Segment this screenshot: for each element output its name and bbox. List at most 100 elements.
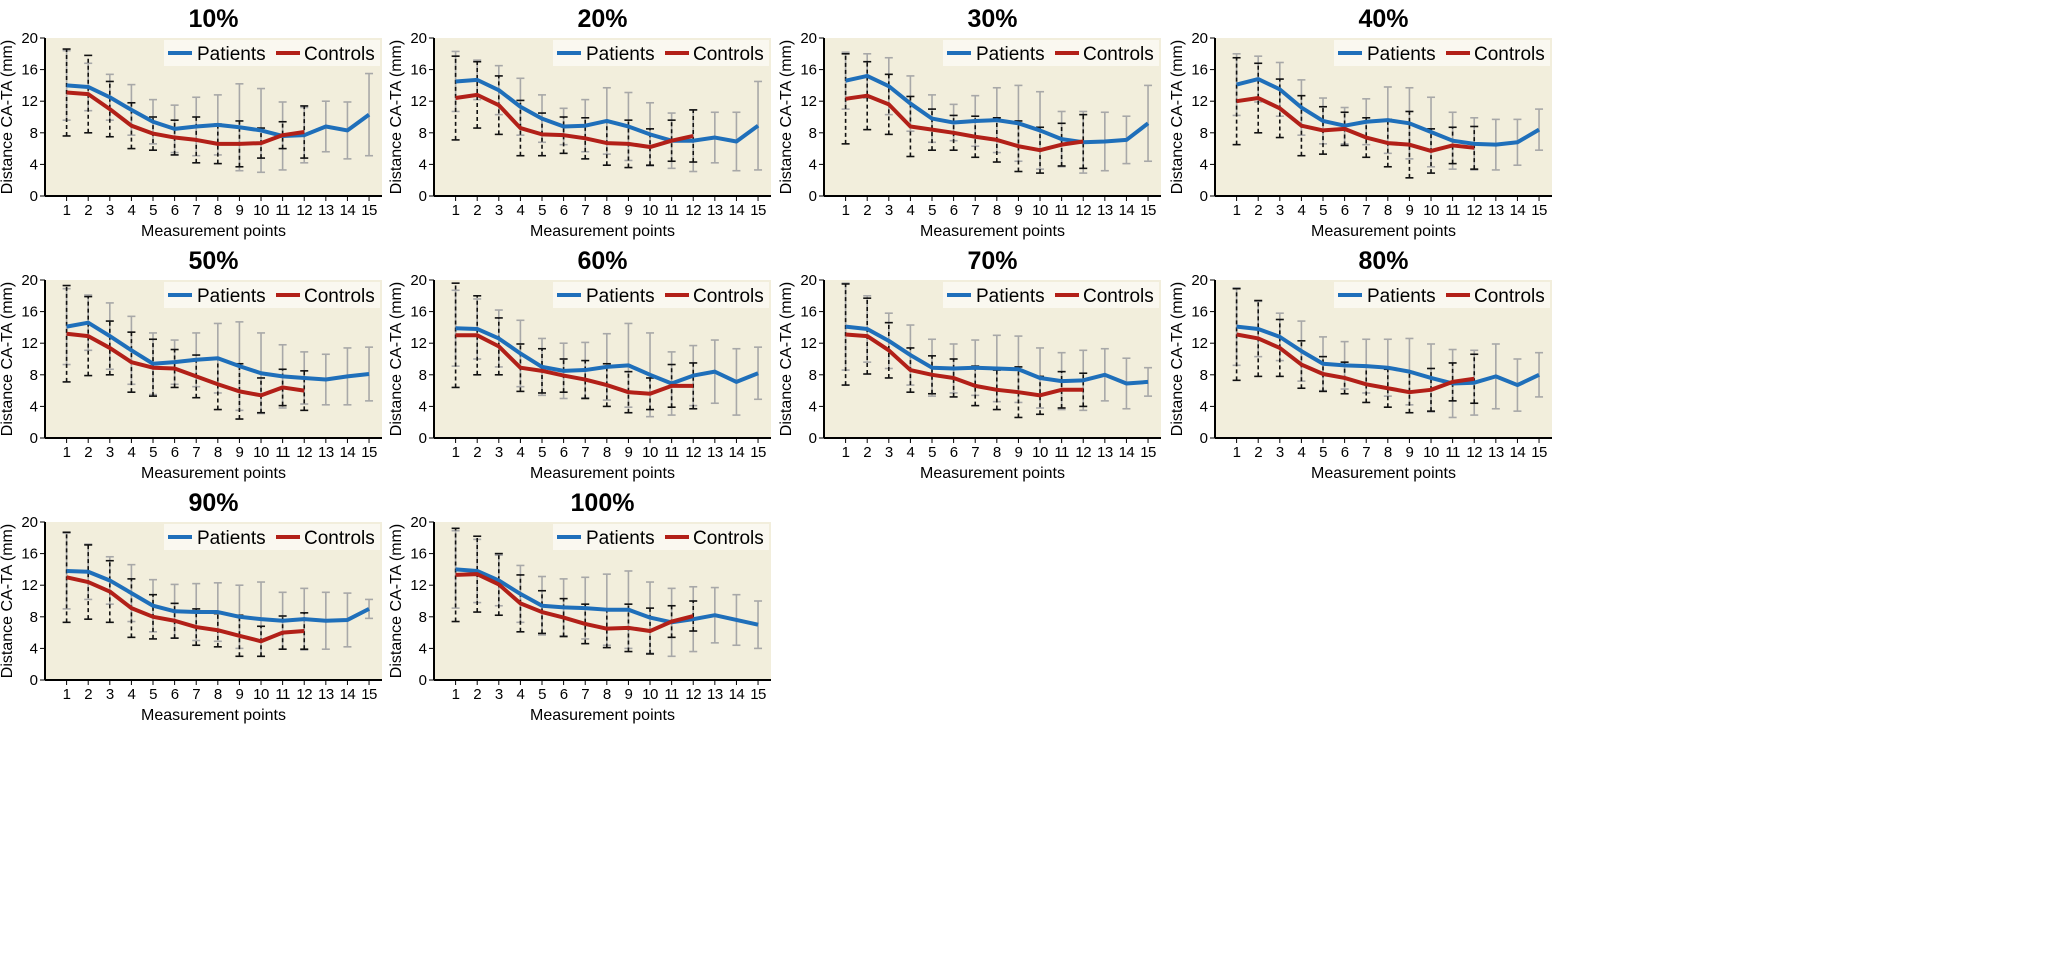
legend-controls-label: Controls — [304, 528, 375, 549]
y-tick-label: 12 — [800, 335, 817, 352]
x-tick-label: 11 — [275, 202, 290, 219]
x-tick-label: 1 — [1233, 444, 1241, 461]
chart-title: 100% — [571, 489, 635, 517]
y-axis-label: Distance CA-TA (mm) — [0, 282, 16, 436]
y-tick-label: 16 — [800, 304, 817, 321]
y-tick-label: 8 — [419, 609, 427, 626]
legend-box — [553, 40, 769, 66]
x-tick-label: 11 — [1054, 202, 1069, 219]
y-tick-label: 0 — [30, 672, 38, 689]
x-tick-label: 15 — [1531, 202, 1547, 219]
chart-title: 50% — [188, 247, 238, 275]
legend-controls-label: Controls — [693, 44, 764, 65]
x-tick-label: 6 — [171, 444, 179, 461]
patients-series-line — [455, 77, 760, 144]
x-tick-label: 3 — [1276, 202, 1284, 219]
chart-title: 60% — [577, 247, 627, 275]
x-tick-label: 5 — [538, 202, 546, 219]
y-tick-label: 4 — [419, 640, 427, 657]
x-tick-label: 5 — [1319, 444, 1327, 461]
y-tick-label: 16 — [410, 304, 427, 321]
legend-controls-label: Controls — [1083, 286, 1154, 307]
x-tick-label: 8 — [993, 444, 1001, 461]
x-tick-label: 4 — [906, 444, 914, 461]
x-tick-label: 13 — [707, 202, 723, 219]
y-tick-label: 0 — [1200, 430, 1208, 447]
x-tick-label: 4 — [906, 202, 914, 219]
x-axis-label: Measurement points — [530, 707, 675, 724]
x-tick-label: 6 — [171, 686, 179, 703]
x-tick-label: 3 — [1276, 444, 1284, 461]
x-tick-label: 1 — [452, 444, 460, 461]
y-axis-label: Distance CA-TA (mm) — [388, 524, 405, 678]
x-tick-label: 3 — [495, 686, 503, 703]
x-tick-label: 8 — [214, 202, 222, 219]
patients-series-line — [455, 567, 759, 627]
y-tick-label: 0 — [419, 430, 427, 447]
x-tick-label: 12 — [296, 686, 312, 703]
y-tick-label: 12 — [21, 335, 38, 352]
x-tick-label: 14 — [340, 202, 356, 219]
legend-patients-label: Patients — [197, 528, 266, 549]
x-tick-label: 15 — [361, 444, 377, 461]
y-tick-label: 20 — [21, 30, 38, 47]
y-tick-label: 12 — [800, 93, 817, 110]
chart-title: 20% — [577, 5, 627, 33]
x-tick-label: 5 — [1319, 202, 1327, 219]
x-tick-label: 4 — [1297, 202, 1305, 219]
x-tick-label: 15 — [750, 202, 766, 219]
y-tick-label: 20 — [410, 30, 427, 47]
y-tick-label: 16 — [21, 62, 38, 79]
x-tick-label: 7 — [192, 202, 200, 219]
y-tick-label: 0 — [809, 188, 817, 205]
x-tick-label: 10 — [1423, 444, 1439, 461]
x-tick-label: 14 — [1119, 202, 1135, 219]
y-tick-label: 8 — [30, 609, 38, 626]
y-tick-label: 12 — [410, 577, 427, 594]
x-tick-label: 4 — [127, 202, 135, 219]
y-tick-label: 20 — [800, 30, 817, 47]
x-tick-label: 10 — [253, 444, 269, 461]
x-tick-label: 3 — [495, 202, 503, 219]
x-tick-label: 11 — [664, 686, 679, 703]
x-tick-label: 9 — [625, 202, 633, 219]
x-tick-label: 8 — [214, 686, 222, 703]
x-tick-label: 13 — [707, 686, 723, 703]
x-tick-label: 7 — [581, 686, 589, 703]
y-tick-label: 12 — [410, 335, 427, 352]
y-tick-label: 4 — [809, 398, 817, 415]
x-tick-label: 2 — [473, 686, 481, 703]
x-tick-label: 5 — [538, 444, 546, 461]
x-tick-label: 14 — [1510, 202, 1526, 219]
patients-series-line — [845, 324, 1149, 386]
x-tick-label: 13 — [318, 202, 334, 219]
chart-title: 90% — [188, 489, 238, 517]
legend-patients-label: Patients — [586, 528, 655, 549]
x-tick-label: 11 — [664, 202, 679, 219]
y-axis-label: Distance CA-TA (mm) — [1169, 40, 1186, 194]
x-tick-label: 11 — [275, 444, 290, 461]
controls-series-line — [1236, 332, 1475, 395]
x-tick-label: 14 — [1510, 444, 1526, 461]
y-tick-label: 8 — [30, 367, 38, 384]
x-tick-label: 10 — [642, 686, 658, 703]
legend-patients-label: Patients — [197, 286, 266, 307]
x-tick-label: 4 — [127, 444, 135, 461]
x-tick-label: 13 — [318, 444, 334, 461]
x-tick-label: 8 — [603, 202, 611, 219]
y-axis-label: Distance CA-TA (mm) — [0, 40, 16, 194]
patients-series-line — [455, 326, 759, 386]
y-tick-label: 0 — [419, 188, 427, 205]
chart-title: 70% — [967, 247, 1017, 275]
x-tick-label: 10 — [1423, 202, 1439, 219]
x-tick-label: 9 — [236, 202, 244, 219]
x-tick-label: 6 — [560, 686, 568, 703]
y-tick-label: 16 — [410, 62, 427, 79]
